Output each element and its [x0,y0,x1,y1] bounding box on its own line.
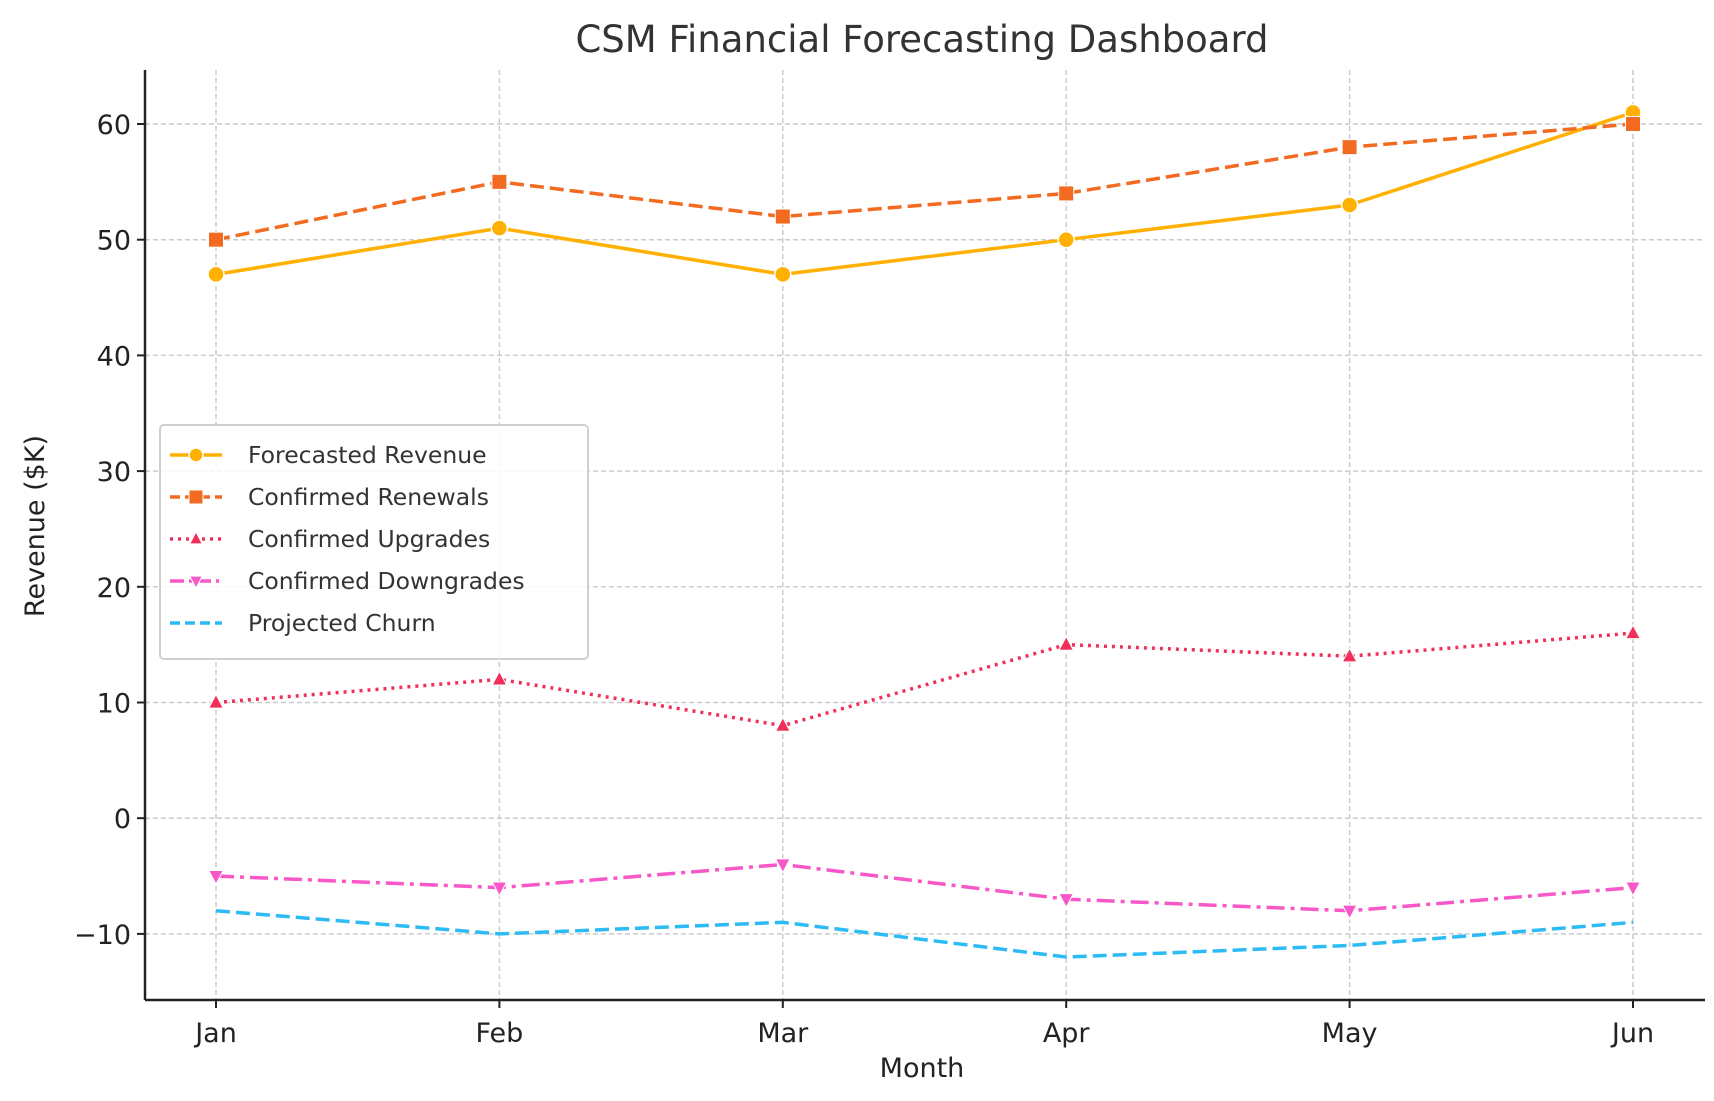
legend-item: Confirmed Downgrades [170,567,525,595]
data-point [774,208,791,225]
data-point [491,670,508,686]
data-point [1624,624,1642,640]
x-tick-label: Mar [757,1018,809,1049]
data-point [490,219,509,237]
legend-label: Projected Churn [248,609,436,637]
series-line [215,862,1634,913]
data-point [207,265,225,284]
series-line [215,110,1634,277]
data-point [1058,893,1075,909]
x-tick-label: Feb [475,1018,523,1049]
data-point [774,858,791,874]
y-tick-label: −10 [74,920,131,951]
y-axis-ticks: −10 0 10 20 30 40 50 60 [74,110,145,951]
legend-marker [188,530,204,545]
legend: Forecasted Revenue Confirmed Renewals Conf… [159,424,589,660]
legend-item: Confirmed Renewals [170,483,489,511]
data-point [774,716,791,732]
data-point [1341,647,1358,663]
chart-title: CSM Financial Forecasting Dashboard [575,18,1268,61]
legend-label: Confirmed Upgrades [248,525,490,553]
legend-label: Confirmed Downgrades [248,567,525,595]
legend-item: Confirmed Upgrades [170,525,490,553]
series-group [207,103,1642,959]
legend-marker [188,447,204,463]
data-point [1341,139,1358,156]
data-point [1624,881,1642,897]
series-confirmed-renewals [208,116,1641,248]
legend-item: Projected Churn [170,609,436,637]
series-projected-churn [215,909,1634,959]
data-point [208,231,224,248]
x-tick-label: Jan [193,1018,237,1049]
y-tick-label: 60 [97,110,131,141]
data-point [1057,230,1075,249]
data-point [1340,196,1359,214]
legend-item: Forecasted Revenue [170,441,487,469]
x-axis-label: Month [880,1053,965,1084]
x-tick-label: Jun [1610,1018,1654,1049]
y-tick-label: 20 [97,573,131,604]
series-confirmed-downgrades [207,858,1642,920]
data-point [1625,116,1641,132]
data-point [491,173,508,190]
legend-label: Confirmed Renewals [248,483,489,511]
y-axis-label: Revenue ($K) [20,435,51,617]
data-point [207,869,225,886]
y-tick-label: 50 [97,226,131,257]
legend-marker [188,489,204,505]
data-point [774,265,792,284]
legend-label: Forecasted Revenue [248,441,487,469]
x-axis-ticks: Jan Feb Mar Apr May Jun [193,1000,1654,1049]
legend-box [159,424,589,660]
y-tick-label: 0 [114,804,131,835]
axes [143,70,1705,1002]
x-tick-label: May [1322,1018,1378,1049]
x-tick-label: Apr [1043,1018,1091,1049]
data-point [491,881,508,897]
legend-marker [188,575,204,590]
series-confirmed-upgrades [207,624,1642,732]
y-tick-label: 10 [97,689,131,720]
y-tick-label: 40 [97,341,131,372]
grid [145,70,1705,1000]
data-point [1058,635,1075,651]
series-forecasted-revenue [207,103,1642,284]
series-line [215,122,1634,242]
series-line [215,909,1634,959]
data-point [1058,185,1075,202]
y-tick-label: 30 [97,457,131,488]
data-point [207,693,225,709]
data-point [1341,904,1358,920]
